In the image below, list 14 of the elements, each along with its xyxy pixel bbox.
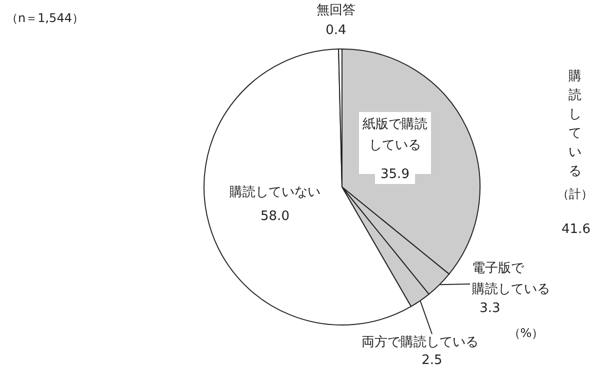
slice-label: 無回答 (316, 3, 356, 18)
text: （n＝1,544） (6, 11, 84, 25)
data-label: 2.5 (422, 353, 442, 368)
text: 購読している（計） (557, 69, 593, 201)
data-label: 3.3 (480, 301, 500, 316)
slice-label: 電子版で購読している (472, 261, 550, 297)
text: 41.6 (562, 222, 590, 237)
data-label: 35.9 (380, 167, 410, 182)
text: （%） (508, 326, 544, 340)
data-label: 0.4 (326, 23, 346, 38)
slice-label: 紙版で購読している (362, 117, 428, 153)
slice-label: 購読していない (230, 185, 320, 200)
slice-label: 両方で購読している (362, 334, 478, 350)
data-label: 58.0 (260, 209, 290, 224)
